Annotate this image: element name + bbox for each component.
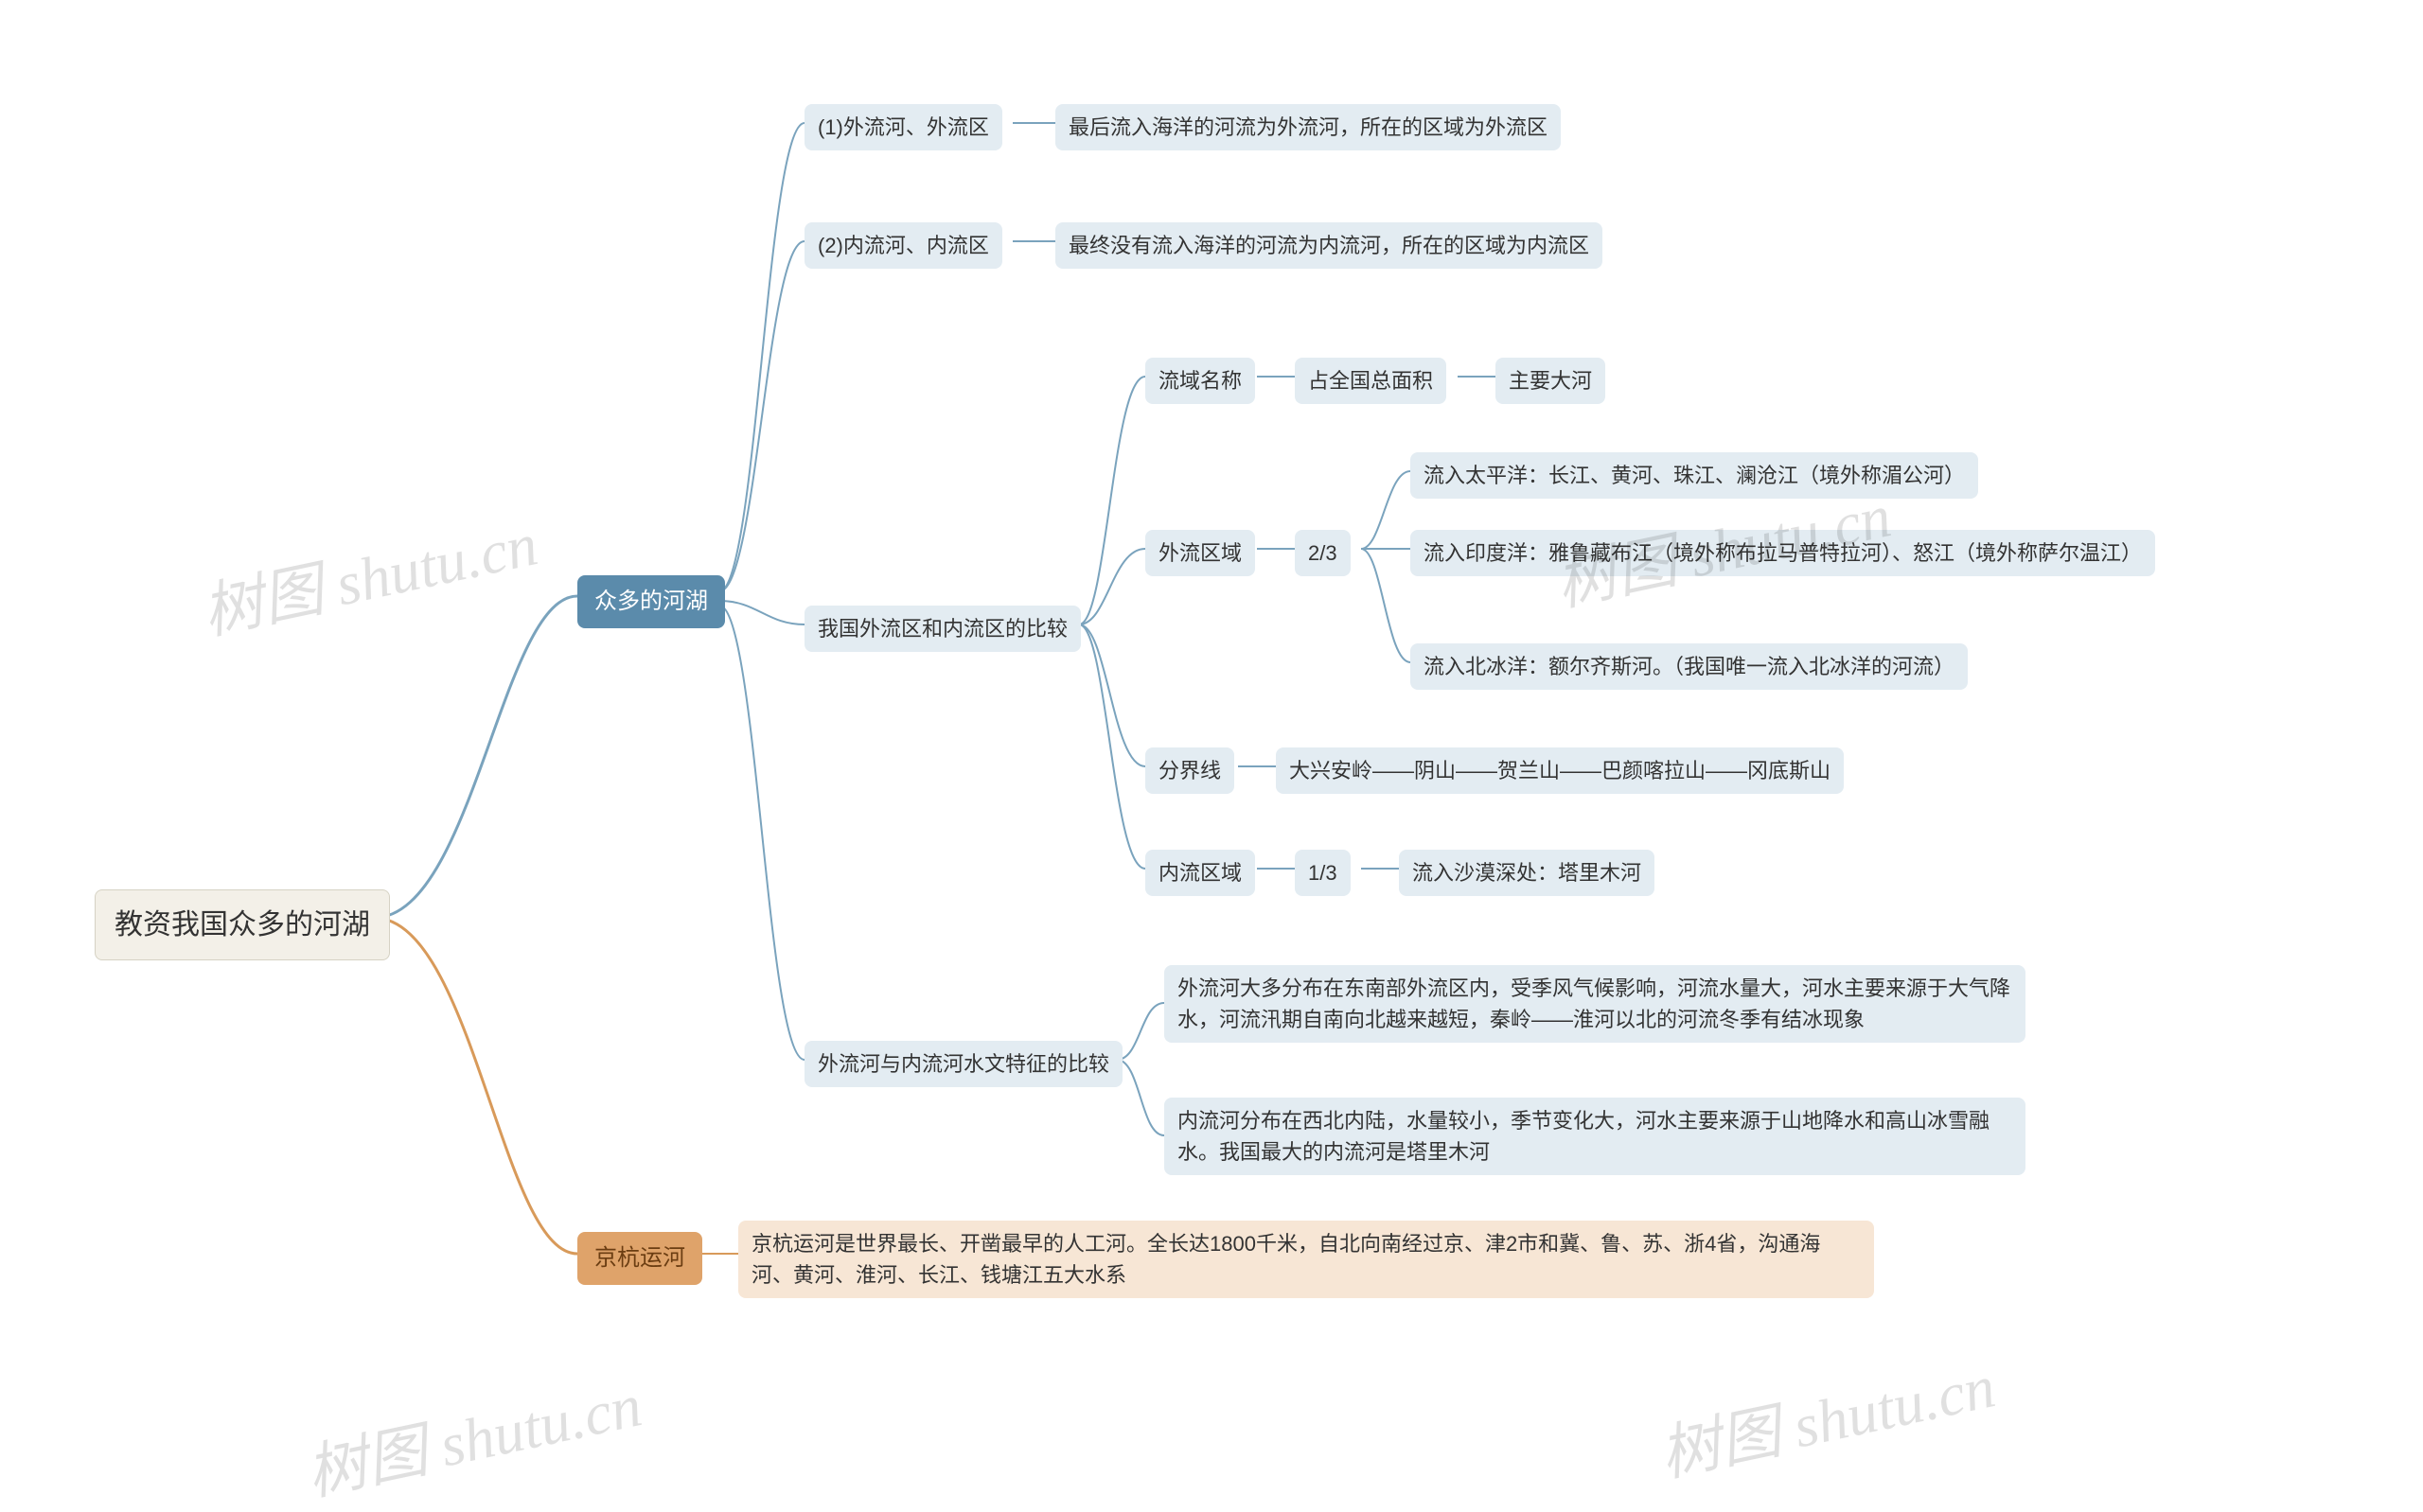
node-n1a[interactable]: 最后流入海洋的河流为外流河，所在的区域为外流区 [1055,104,1561,150]
node-n3-label: 我国外流区和内流区的比较 [818,617,1068,641]
node-n3b1c[interactable]: 流入北冰洋：额尔齐斯河。（我国唯一流入北冰洋的河流） [1410,643,1968,690]
node-n4[interactable]: 外流河与内流河水文特征的比较 [805,1041,1123,1087]
node-n3a2[interactable]: 主要大河 [1495,358,1605,404]
node-n2[interactable]: (2)内流河、内流区 [805,222,1002,269]
node-n3a2-label: 主要大河 [1509,369,1592,393]
node-n2a-label: 最终没有流入海洋的河流为内流河，所在的区域为内流区 [1069,234,1589,257]
node-n3b1[interactable]: 2/3 [1295,530,1351,576]
node-n3b1b[interactable]: 流入印度洋：雅鲁藏布江（境外称布拉马普特拉河）、怒江（境外称萨尔温江） [1410,530,2155,576]
node-n3c1[interactable]: 大兴安岭——阴山——贺兰山——巴颜喀拉山——冈底斯山 [1276,747,1844,794]
node-n3[interactable]: 我国外流区和内流区的比较 [805,606,1081,652]
node-n4a[interactable]: 外流河大多分布在东南部外流区内，受季风气候影响，河流水量大，河水主要来源于大气降… [1164,965,2025,1043]
node-n3b1b-label: 流入印度洋：雅鲁藏布江（境外称布拉马普特拉河）、怒江（境外称萨尔温江） [1424,541,2142,565]
node-n3a[interactable]: 流域名称 [1145,358,1255,404]
node-n3a-label: 流域名称 [1158,369,1242,393]
node-n3d2[interactable]: 流入沙漠深处：塔里木河 [1399,850,1654,896]
node-n3a1[interactable]: 占全国总面积 [1295,358,1446,404]
node-n3d-label: 内流区域 [1158,861,1242,885]
node-n4b-label: 内流河分布在西北内陆，水量较小，季节变化大，河水主要来源于山地降水和高山冰雪融水… [1177,1109,1990,1164]
node-n2a[interactable]: 最终没有流入海洋的河流为内流河，所在的区域为内流区 [1055,222,1602,269]
branch-rivers-lakes[interactable]: 众多的河湖 [577,575,725,628]
node-n3b-label: 外流区域 [1158,541,1242,565]
node-n3b1a-label: 流入太平洋：长江、黄河、珠江、澜沧江（境外称湄公河） [1424,464,1965,487]
node-n3d2-label: 流入沙漠深处：塔里木河 [1412,861,1641,885]
node-n4-label: 外流河与内流河水文特征的比较 [818,1052,1109,1076]
connector-layer [0,0,2423,1422]
node-n3d1[interactable]: 1/3 [1295,850,1351,896]
node-n3b1a[interactable]: 流入太平洋：长江、黄河、珠江、澜沧江（境外称湄公河） [1410,452,1978,499]
node-n3b1c-label: 流入北冰洋：额尔齐斯河。（我国唯一流入北冰洋的河流） [1424,655,1954,678]
watermark: 树图 shutu.cn [193,496,543,652]
node-n3c[interactable]: 分界线 [1145,747,1234,794]
node-canal1[interactable]: 京杭运河是世界最长、开凿最早的人工河。全长达1800千米，自北向南经过京、津2市… [738,1221,1874,1298]
node-n3c1-label: 大兴安岭——阴山——贺兰山——巴颜喀拉山——冈底斯山 [1289,759,1831,782]
root-label: 教资我国众多的河湖 [115,909,370,941]
node-n1a-label: 最后流入海洋的河流为外流河，所在的区域为外流区 [1069,115,1548,139]
node-n4a-label: 外流河大多分布在东南部外流区内，受季风气候影响，河流水量大，河水主要来源于大气降… [1177,976,2010,1031]
branch-rivers-lakes-label: 众多的河湖 [594,589,708,614]
watermark: 树图 shutu.cn [297,1357,647,1512]
node-n3d[interactable]: 内流区域 [1145,850,1255,896]
branch-canal-label: 京杭运河 [594,1245,685,1271]
node-n1[interactable]: (1)外流河、外流区 [805,104,1002,150]
branch-canal[interactable]: 京杭运河 [577,1232,702,1285]
node-n3b[interactable]: 外流区域 [1145,530,1255,576]
node-n4b[interactable]: 内流河分布在西北内陆，水量较小，季节变化大，河水主要来源于山地降水和高山冰雪融水… [1164,1098,2025,1175]
node-n3b1-label: 2/3 [1308,541,1337,565]
node-n2-label: (2)内流河、内流区 [818,234,989,257]
watermark: 树图 shutu.cn [1651,1338,2001,1494]
root-node[interactable]: 教资我国众多的河湖 [95,889,390,960]
node-n3a1-label: 占全国总面积 [1308,369,1433,393]
node-n1-label: (1)外流河、外流区 [818,115,989,139]
node-canal1-label: 京杭运河是世界最长、开凿最早的人工河。全长达1800千米，自北向南经过京、津2市… [752,1232,1820,1287]
node-n3d1-label: 1/3 [1308,861,1337,885]
node-n3c-label: 分界线 [1158,759,1221,782]
